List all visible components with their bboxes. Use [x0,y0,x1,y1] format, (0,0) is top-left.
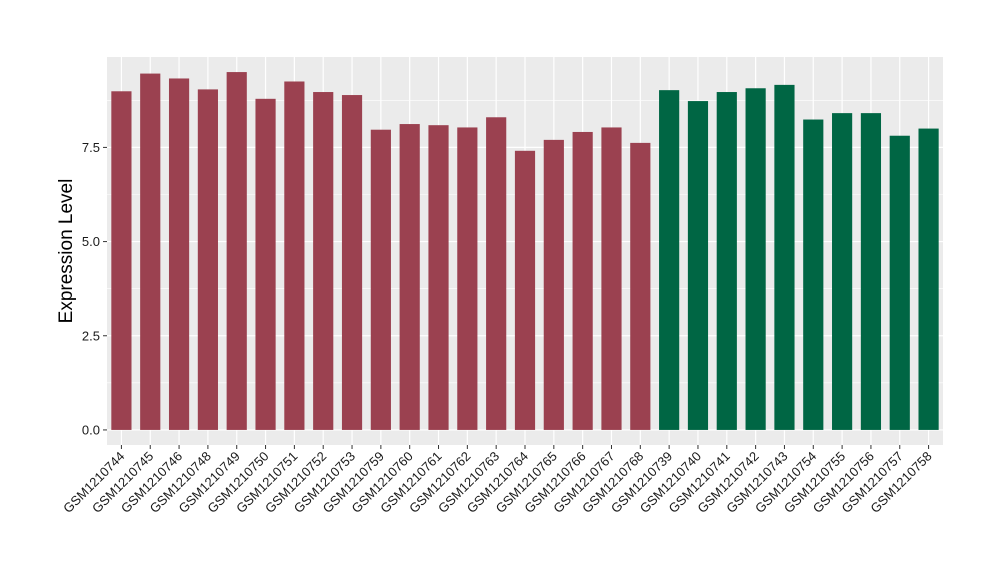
bars [111,72,939,430]
bar-GSM1210767 [601,127,622,430]
bar-GSM1210753 [341,95,363,430]
bar-GSM1210749 [226,72,247,430]
bar-GSM1210751 [284,81,305,430]
bar-GSM1210745 [140,73,161,430]
bar-GSM1210748 [197,89,218,430]
bar-GSM1210766 [572,131,593,430]
y-tick-label: 7.5 [82,140,100,155]
bar-GSM1210765 [543,139,564,430]
y-tick-label: 0.0 [82,422,100,437]
bar-GSM1210740 [687,101,709,430]
y-axis-title: Expression Level [56,179,77,324]
bar-GSM1210760 [399,124,420,430]
bar-GSM1210750 [255,98,276,430]
y-tick-label: 2.5 [82,328,100,343]
bar-GSM1210754 [803,119,824,430]
bar-GSM1210768 [630,142,651,430]
bar-GSM1210761 [428,125,449,430]
bar-GSM1210743 [774,84,795,430]
bar-GSM1210756 [860,113,882,430]
bar-GSM1210746 [168,78,190,430]
bar-GSM1210762 [457,127,478,430]
bar-GSM1210757 [889,135,910,430]
bar-GSM1210739 [659,90,680,430]
bar-GSM1210763 [486,117,507,430]
bar-GSM1210742 [745,88,766,430]
bar-GSM1210764 [514,150,536,430]
bar-GSM1210758 [918,128,939,430]
bar-GSM1210752 [313,92,334,430]
y-tick-label: 5.0 [82,234,100,249]
x-axis: GSM1210744GSM1210745GSM1210746GSM1210748… [60,445,935,516]
bar-GSM1210741 [716,92,737,430]
bar-GSM1210759 [370,129,391,430]
bar-GSM1210755 [832,113,853,430]
y-axis: 0.0 2.5 5.0 7.5 [82,140,107,437]
bar-GSM1210744 [111,91,132,430]
